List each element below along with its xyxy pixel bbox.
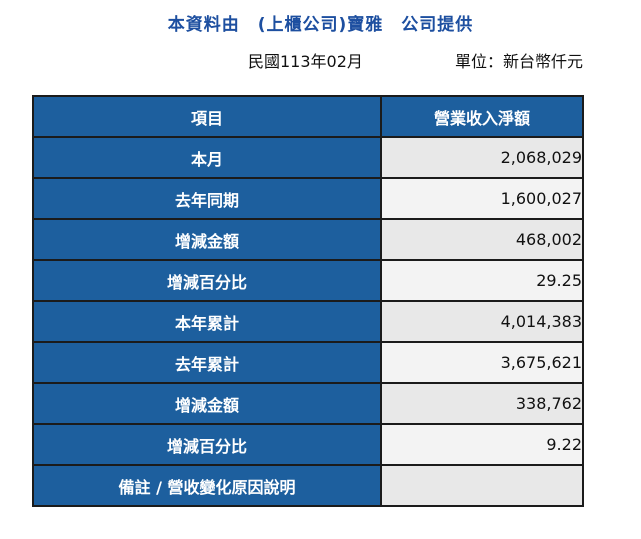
header-net-revenue: 營業收入淨額 (380, 95, 584, 138)
row-value: 1,600,027 (380, 177, 584, 220)
table-row: 增減金額 338,762 (32, 382, 584, 425)
table-row: 備註 / 營收變化原因說明 (32, 464, 584, 507)
row-label: 本月 (32, 136, 382, 179)
table-row: 本月 2,068,029 (32, 136, 584, 179)
row-value: 2,068,029 (380, 136, 584, 179)
table-row: 增減百分比 9.22 (32, 423, 584, 466)
table-row: 去年同期 1,600,027 (32, 177, 584, 220)
row-label: 去年累計 (32, 341, 382, 384)
row-value: 468,002 (380, 218, 584, 261)
row-value (380, 464, 584, 507)
row-value: 9.22 (380, 423, 584, 466)
row-label: 增減百分比 (32, 259, 382, 302)
header-item: 項目 (32, 95, 382, 138)
row-value: 4,014,383 (380, 300, 584, 343)
table-row: 去年累計 3,675,621 (32, 341, 584, 384)
row-label: 增減金額 (32, 382, 382, 425)
table-header-row: 項目 營業收入淨額 (32, 95, 584, 138)
row-value: 338,762 (380, 382, 584, 425)
table-row: 增減金額 468,002 (32, 218, 584, 261)
row-label: 增減金額 (32, 218, 382, 261)
row-value: 29.25 (380, 259, 584, 302)
table-row: 增減百分比 29.25 (32, 259, 584, 302)
row-label: 備註 / 營收變化原因說明 (32, 464, 382, 507)
row-label: 去年同期 (32, 177, 382, 220)
row-label: 增減百分比 (32, 423, 382, 466)
table-row: 本年累計 4,014,383 (32, 300, 584, 343)
currency-unit: 單位：新台幣仟元 (454, 52, 583, 71)
row-label: 本年累計 (32, 300, 382, 343)
report-period: 民國113年02月 (248, 52, 363, 71)
row-value: 3,675,621 (380, 341, 584, 384)
report-title: 本資料由 (上櫃公司)寶雅 公司提供 (167, 15, 474, 35)
revenue-table: 項目 營業收入淨額 本月 2,068,029 去年同期 1,600,027 增減… (32, 95, 584, 507)
